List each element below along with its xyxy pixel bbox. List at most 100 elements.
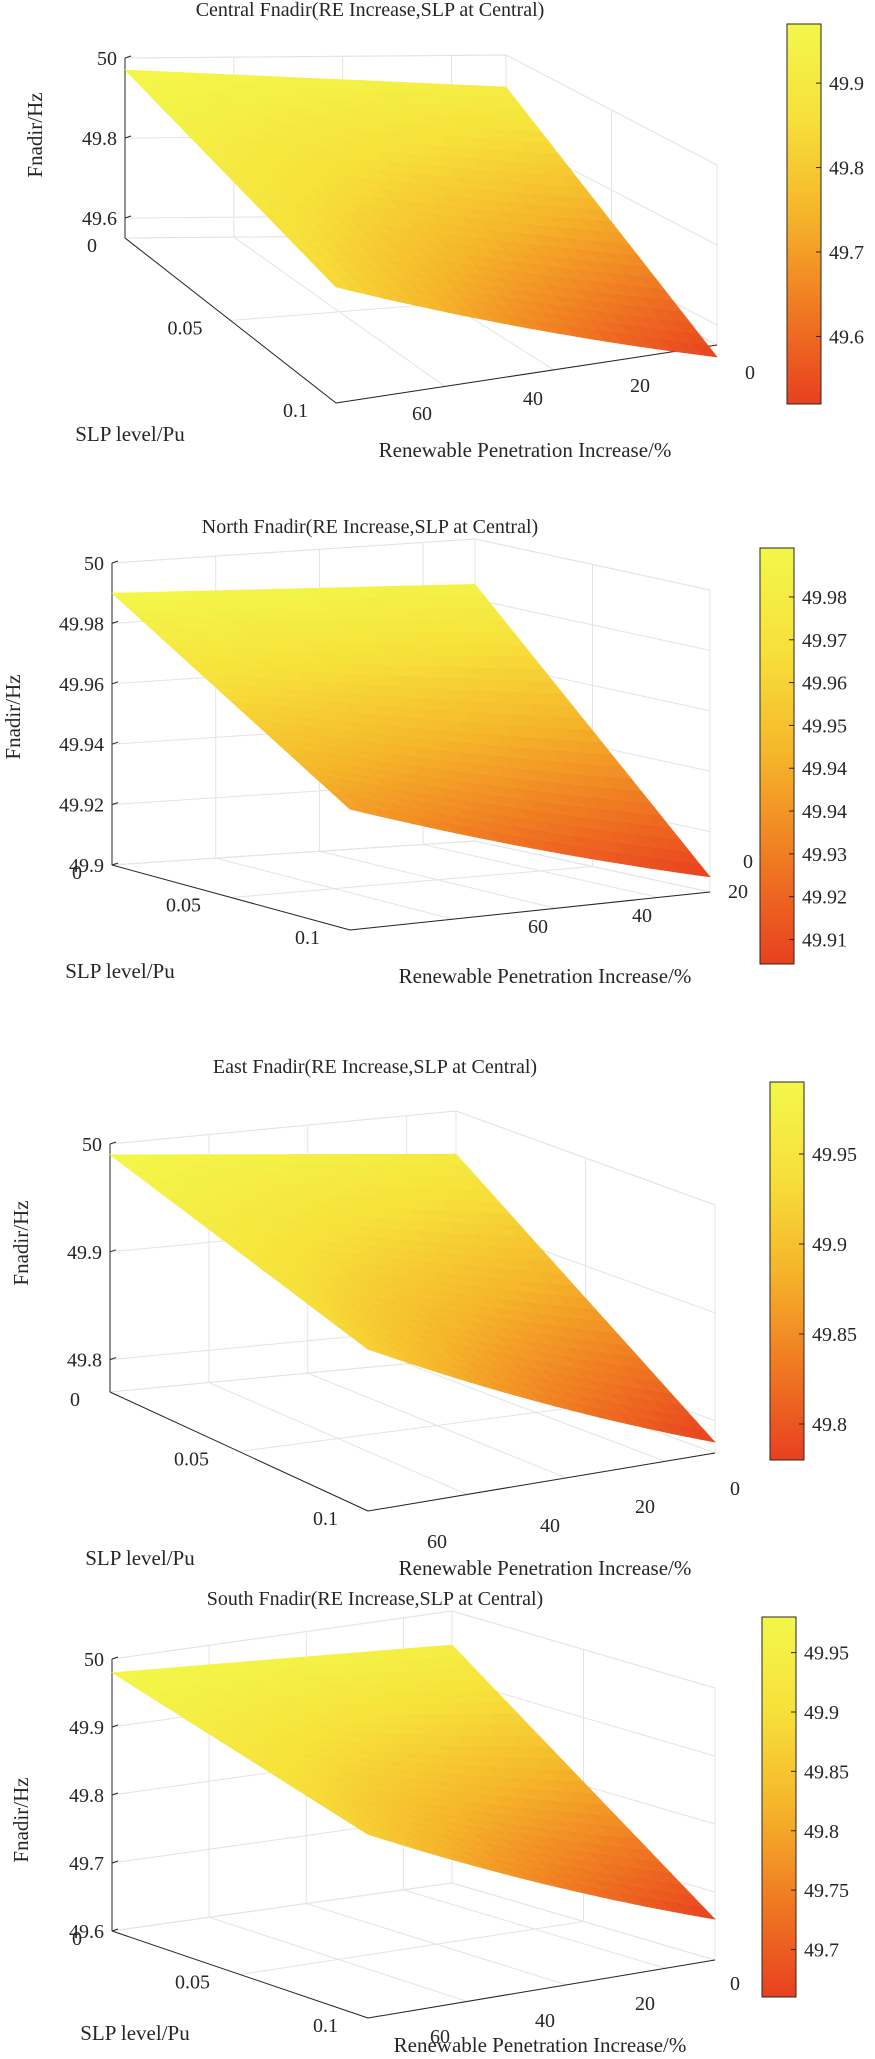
surface (124, 69, 718, 358)
colorbar-tick-label: 49.9 (829, 73, 864, 95)
colorbar-tick-label: 49.96 (802, 673, 847, 695)
z-axis-label: Fnadir/Hz (9, 1777, 33, 1862)
y-gridline (239, 1649, 584, 1975)
y-tick-label: 0 (72, 862, 82, 884)
chart-panel-1: North Fnadir(RE Increase,SLP at Central)… (1, 516, 847, 988)
z-tick-mark (111, 802, 119, 806)
z-tick-mark (124, 55, 132, 59)
colorbar (786, 23, 822, 405)
x-tick-label: 0 (745, 362, 755, 384)
z-tick-mark (111, 862, 119, 866)
z-tick-mark (109, 1141, 117, 1145)
colorbar-tick-label: 49.94 (802, 758, 847, 780)
surface-facet (326, 277, 353, 292)
y-axis-line (111, 1930, 369, 2019)
chart-panel-0: Central Fnadir(RE Increase,SLP at Centra… (23, 0, 864, 462)
y-tick-label: 0 (70, 1389, 80, 1411)
z-tick-label: 49.9 (67, 1242, 102, 1264)
colorbar-tick-label: 49.91 (802, 930, 847, 952)
y-axis-line (124, 237, 337, 404)
surface (111, 1644, 716, 1920)
x-tick-label: 40 (523, 388, 543, 410)
colorbar (759, 547, 795, 965)
z-tick-label: 49.98 (59, 613, 104, 635)
z-tick-label: 49.8 (82, 128, 117, 150)
z-tick-mark (111, 1928, 119, 1932)
x-axis-label: Renewable Penetration Increase/% (379, 438, 672, 462)
x-tick-label: 60 (427, 1531, 447, 1553)
colorbar-tick-label: 49.7 (804, 1940, 839, 1962)
z-tick-mark (111, 1656, 119, 1660)
x-tick-label: 20 (630, 375, 650, 397)
colorbar-tick-label: 49.8 (804, 1821, 839, 1843)
x-tick-label: 60 (412, 403, 432, 425)
y-tick-label: 0 (87, 235, 97, 257)
x-tick-label: 40 (540, 1515, 560, 1537)
z-tick-label: 49.94 (59, 734, 104, 756)
z-tick-label: 49.9 (69, 855, 104, 877)
colorbar (769, 1081, 805, 1461)
z-tick-label: 49.6 (69, 1921, 104, 1943)
z-tick-mark (111, 620, 119, 624)
colorbar-tick-label: 49.92 (802, 887, 847, 909)
chart-title: Central Fnadir(RE Increase,SLP at Centra… (196, 0, 545, 21)
x-tick-label: 20 (728, 881, 748, 903)
z-tick-mark (124, 135, 132, 139)
surface-facet (339, 799, 367, 814)
colorbar-tick-label: 49.85 (804, 1761, 849, 1783)
colorbar-tick-label: 49.94 (802, 801, 847, 823)
y-tick-label: 0 (72, 1928, 82, 1950)
y-axis-line (109, 1391, 369, 1512)
y-axis-label: SLP level/Pu (85, 1546, 195, 1570)
y-tick-label: 0.05 (166, 895, 201, 917)
z-tick-mark (111, 1792, 119, 1796)
z-tick-label: 49.6 (82, 208, 117, 230)
chart-panel-3: South Fnadir(RE Increase,SLP at Central)… (9, 1588, 849, 2057)
z-tick-mark (111, 1724, 119, 1728)
x-axis-line (349, 891, 711, 931)
x-axis-label: Renewable Penetration Increase/% (399, 1556, 692, 1580)
x-tick-label: 0 (743, 851, 753, 873)
z-tick-label: 49.92 (59, 795, 104, 817)
y-axis-line (111, 864, 351, 931)
colorbar-tick-label: 49.85 (812, 1324, 857, 1346)
x-tick-label: 40 (535, 2010, 555, 2032)
y-tick-label: 0.05 (168, 318, 203, 340)
z-tick-label: 49.9 (69, 1717, 104, 1739)
surface (109, 1153, 716, 1443)
colorbar-tick-label: 49.93 (802, 844, 847, 866)
z-tick-label: 50 (84, 1649, 104, 1671)
x-tick-label: 60 (528, 916, 548, 938)
z-tick-label: 50 (82, 1134, 102, 1156)
chart-title: North Fnadir(RE Increase,SLP at Central) (202, 516, 538, 538)
colorbar-tick-label: 49.6 (829, 326, 864, 348)
y-axis-label: SLP level/Pu (80, 2021, 190, 2045)
colorbar (761, 1616, 797, 1998)
x-axis-line (335, 344, 718, 404)
y-tick-label: 0.05 (174, 1449, 209, 1471)
surface (111, 583, 711, 878)
y-gridline (230, 564, 593, 898)
x-axis-label: Renewable Penetration Increase/% (399, 964, 692, 988)
chart-panel-2: East Fnadir(RE Increase,SLP at Central) 4… (9, 1056, 857, 1580)
surface-facet (357, 1340, 383, 1355)
z-axis-label: Fnadir/Hz (1, 674, 25, 759)
x-tick-label: 0 (730, 1478, 740, 1500)
x-tick-label: 20 (635, 1993, 655, 2015)
z-tick-mark (111, 741, 119, 745)
colorbar-tick-label: 49.8 (812, 1414, 847, 1436)
colorbar-tick-label: 49.95 (812, 1144, 857, 1166)
z-tick-label: 49.96 (59, 674, 104, 696)
colorbar-tick-label: 49.8 (829, 158, 864, 180)
x-tick-label: 40 (632, 905, 652, 927)
z-tick-mark (109, 1249, 117, 1253)
z-tick-mark (111, 681, 119, 685)
z-axis-label: Fnadir/Hz (9, 1200, 33, 1285)
y-axis-label: SLP level/Pu (75, 422, 185, 446)
colorbar-tick-label: 49.95 (802, 715, 847, 737)
z-axis-label: Fnadir/Hz (23, 92, 47, 177)
z-tick-label: 50 (84, 553, 104, 575)
x-tick-label: 0 (730, 1973, 740, 1995)
y-tick-label: 0.1 (283, 400, 308, 422)
